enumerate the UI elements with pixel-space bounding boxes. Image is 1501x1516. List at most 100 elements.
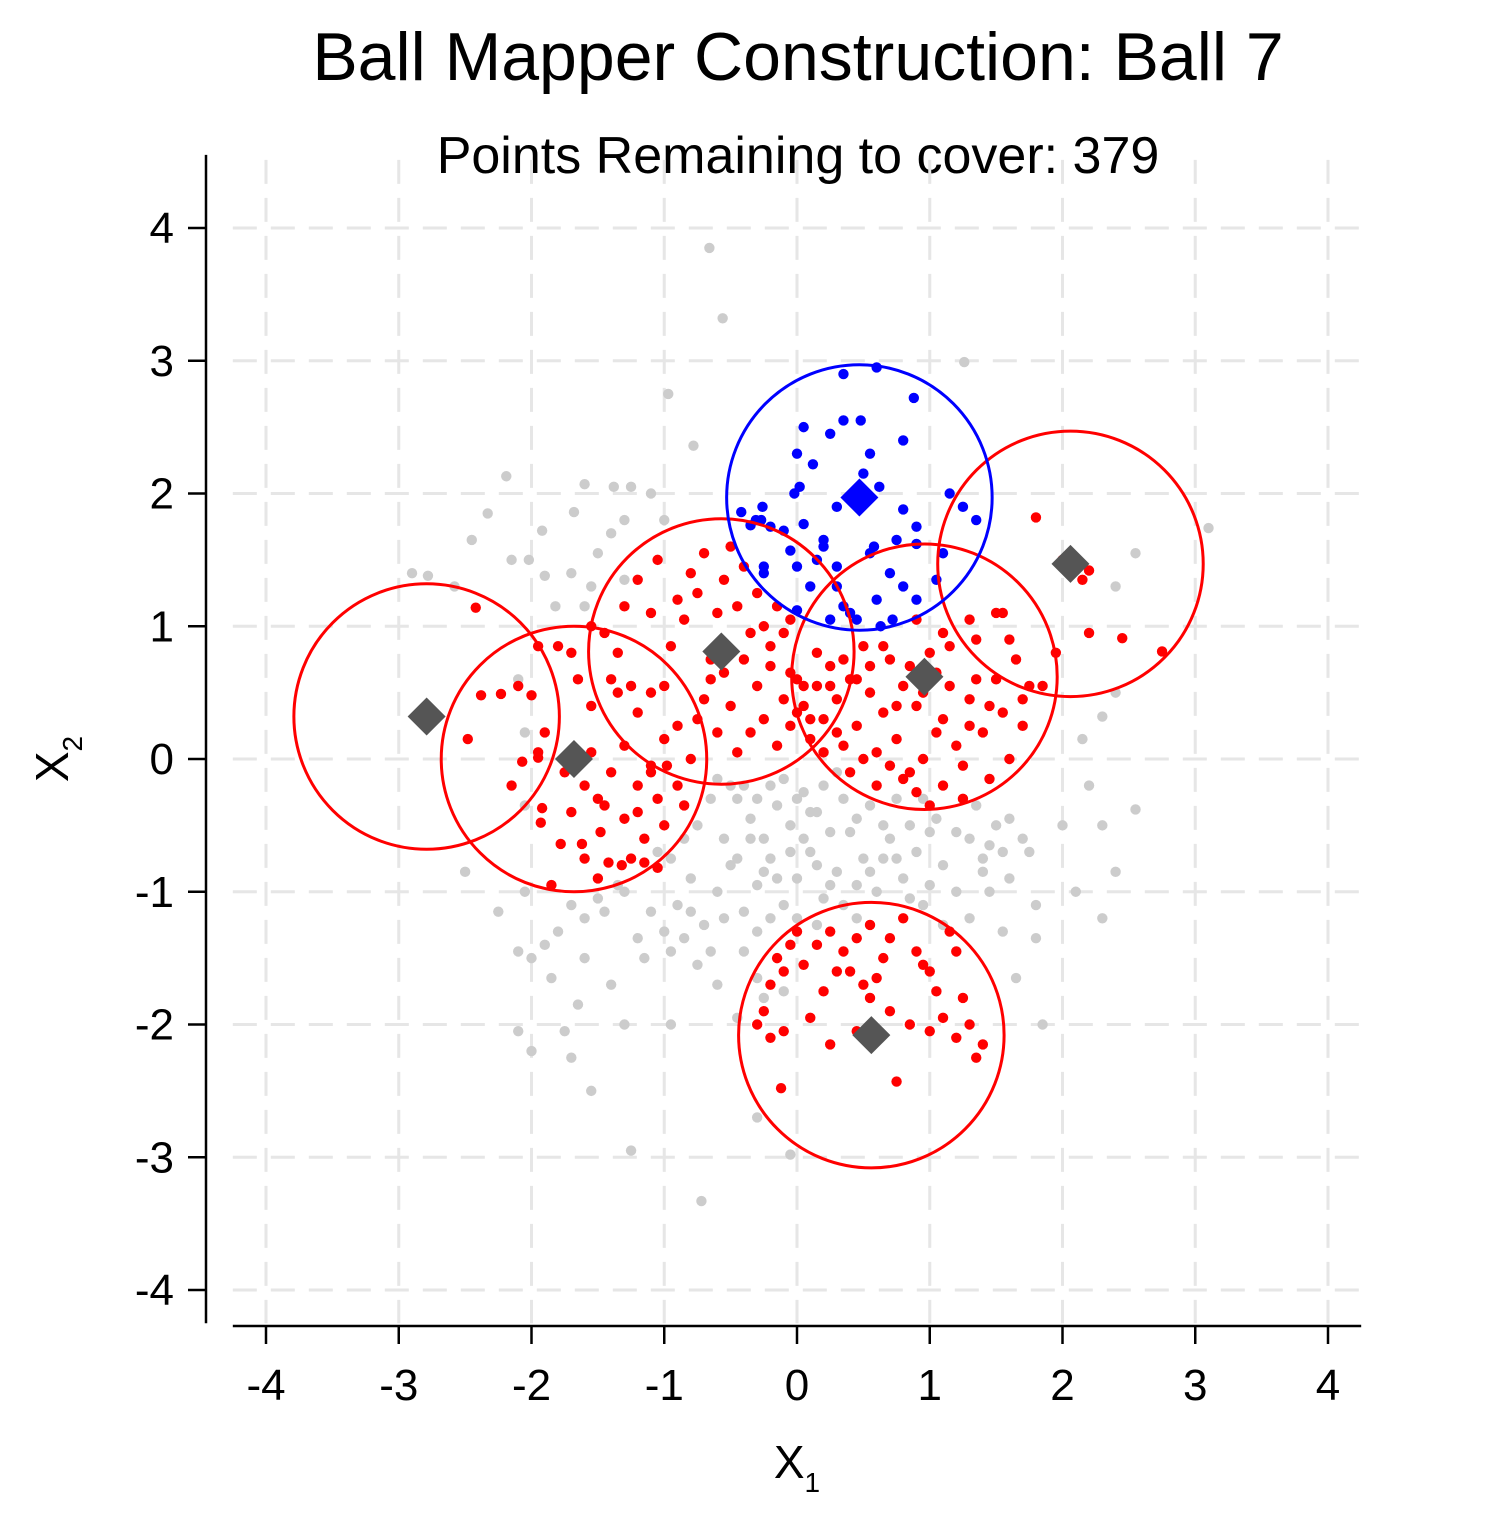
covered-point <box>539 727 550 738</box>
covered-point <box>851 720 862 732</box>
uncovered-point <box>493 906 504 917</box>
uncovered-point <box>1110 581 1121 592</box>
covered-point <box>871 747 882 758</box>
covered-point <box>566 647 577 658</box>
covered-point <box>751 1019 763 1030</box>
uncovered-point <box>506 554 517 566</box>
uncovered-point <box>751 926 763 937</box>
covered-point <box>871 972 882 984</box>
covered-point <box>811 939 823 951</box>
covered-point <box>858 753 869 765</box>
x-tick-label: -4 <box>246 1361 285 1410</box>
covered-point <box>884 933 896 944</box>
uncovered-point <box>1130 548 1141 559</box>
covered-point <box>1037 680 1048 692</box>
current-point <box>838 415 849 426</box>
uncovered-point <box>924 879 935 891</box>
covered-point <box>725 700 736 712</box>
covered-point <box>937 780 949 791</box>
x-axis-ticks: -4 -3 -2 -1 0 1 2 3 4 <box>246 1326 1340 1410</box>
uncovered-points <box>406 242 1214 1207</box>
covered-point <box>517 756 528 767</box>
uncovered-point <box>685 873 696 884</box>
covered-point <box>951 740 962 751</box>
uncovered-point <box>685 906 696 917</box>
current-point <box>831 561 843 572</box>
covered-point <box>771 740 783 751</box>
uncovered-point <box>663 388 674 400</box>
uncovered-point <box>964 913 975 924</box>
uncovered-point <box>712 886 723 897</box>
covered-point <box>964 720 975 732</box>
y-tick-label: -4 <box>135 1266 174 1315</box>
current-point <box>887 614 898 625</box>
uncovered-point <box>937 860 949 871</box>
ball-center-marker <box>407 697 446 736</box>
uncovered-point <box>608 481 620 493</box>
covered-point <box>951 946 962 957</box>
covered-point <box>911 786 922 798</box>
y-axis-label: X2 <box>26 736 88 782</box>
current-point <box>785 545 796 556</box>
y-tick-label: -1 <box>135 868 174 917</box>
uncovered-point <box>539 939 550 951</box>
covered-point <box>864 687 876 698</box>
current-point <box>874 481 885 493</box>
covered-point <box>698 694 710 705</box>
covered-point <box>475 690 487 701</box>
covered-point <box>546 879 557 891</box>
uncovered-point <box>501 471 512 482</box>
uncovered-point <box>1057 820 1068 831</box>
covered-point <box>586 700 597 712</box>
uncovered-point <box>619 1019 630 1030</box>
uncovered-point <box>579 952 590 964</box>
uncovered-point <box>559 1025 570 1037</box>
ball-center-marker <box>852 1016 891 1055</box>
uncovered-point <box>592 548 604 559</box>
covered-point <box>765 979 776 990</box>
uncovered-point <box>619 886 630 897</box>
uncovered-point <box>619 514 630 526</box>
covered-point <box>818 713 829 725</box>
covered-point <box>659 680 670 692</box>
uncovered-point <box>778 773 789 785</box>
covered-point <box>798 700 809 712</box>
covered-point <box>898 913 909 924</box>
covered-point <box>805 1012 816 1024</box>
uncovered-point <box>659 514 670 526</box>
uncovered-point <box>951 826 962 838</box>
uncovered-point <box>645 906 657 917</box>
covered-point <box>526 690 537 701</box>
covered-point <box>944 640 955 652</box>
covered-point <box>765 1032 776 1043</box>
covered-point <box>672 720 683 732</box>
covered-point <box>858 640 869 652</box>
current-point <box>884 567 896 579</box>
covered-point <box>898 680 909 692</box>
covered-point <box>603 857 614 868</box>
current-point <box>831 501 843 512</box>
covered-point <box>791 926 803 937</box>
current-point <box>957 501 969 512</box>
uncovered-point <box>924 826 935 838</box>
uncovered-point <box>831 866 843 878</box>
y-tick-label: 3 <box>150 337 174 386</box>
covered-point <box>1017 694 1028 705</box>
current-point <box>798 518 809 530</box>
uncovered-point <box>791 793 803 805</box>
covered-point <box>924 1025 935 1037</box>
uncovered-point <box>758 833 770 844</box>
covered-point <box>579 780 590 791</box>
covered-point <box>971 1052 982 1063</box>
current-point <box>791 448 803 459</box>
covered-point <box>805 713 816 725</box>
covered-point <box>725 541 736 552</box>
current-point <box>911 521 922 532</box>
uncovered-point <box>625 1145 637 1156</box>
uncovered-point <box>824 879 836 891</box>
uncovered-point <box>765 780 776 791</box>
covered-point <box>652 554 663 566</box>
covered-point <box>712 727 723 738</box>
covered-point <box>785 614 796 625</box>
uncovered-point <box>1030 933 1042 944</box>
